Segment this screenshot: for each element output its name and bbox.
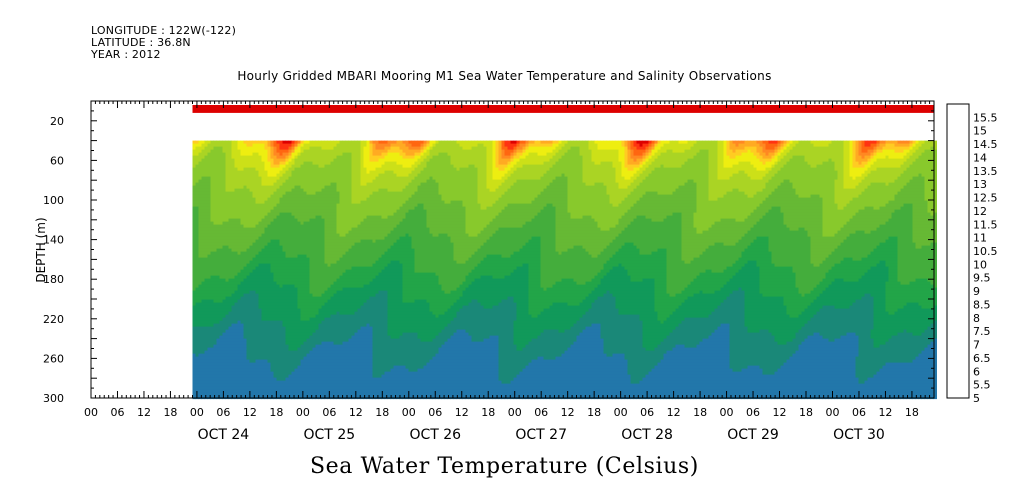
colorbar-legend: 55.566.577.588.599.51010.51111.51212.513… <box>946 103 998 405</box>
y-tick-label: 140 <box>43 234 64 247</box>
main-title: Sea Water Temperature (Celsius) <box>0 454 1009 479</box>
longitude-label: LONGITUDE : 122W(-122) <box>91 25 236 37</box>
plot-title: Hourly Gridded MBARI Mooring M1 Sea Wate… <box>0 69 1009 83</box>
colorbar-label: 13.5 <box>973 165 998 178</box>
x-hour-tick-label: 06 <box>428 406 442 419</box>
x-day-label: OCT 25 <box>304 427 356 443</box>
x-axis: 00 06 12 18 00 06 12 18 00 06 12 18 00 06 12 18 00 06 12 18… <box>84 101 935 443</box>
x-hour-tick-label: 06 <box>534 406 548 419</box>
colorbar-label: 6 <box>973 365 980 378</box>
x-hour-tick-label: 06 <box>852 406 866 419</box>
colorbar-label: 7.5 <box>973 325 991 338</box>
x-hour-tick-label: 18 <box>481 406 495 419</box>
y-tick-label: 220 <box>43 313 64 326</box>
colorbar-label: 11 <box>973 232 987 245</box>
x-hour-tick-label: 12 <box>878 406 892 419</box>
x-hour-tick-label: 12 <box>137 406 151 419</box>
colorbar-label: 5.5 <box>973 379 991 392</box>
colorbar-label: 12 <box>973 205 987 218</box>
x-day-label: OCT 29 <box>727 427 779 443</box>
colorbar-label: 15.5 <box>973 111 998 124</box>
y-axis: 20 60 100 140 180 220 260 300 <box>43 100 934 405</box>
colorbar-label: 11.5 <box>973 218 998 231</box>
colorbar-label: 9 <box>973 285 980 298</box>
x-hour-tick-label: 12 <box>349 406 363 419</box>
x-hour-tick-label: 00 <box>402 406 416 419</box>
colorbar-label: 10.5 <box>973 245 998 258</box>
colorbar-label: 14.5 <box>973 138 998 151</box>
plot-area <box>90 100 937 400</box>
colorbar-label: 13 <box>973 178 987 191</box>
y-tick-label: 260 <box>43 352 64 365</box>
colorbar-label: 10 <box>973 258 987 271</box>
colorbar-label: 8 <box>973 312 980 325</box>
x-hour-tick-label: 00 <box>84 406 98 419</box>
x-hour-tick-label: 00 <box>720 406 734 419</box>
y-tick-label: 60 <box>50 154 64 167</box>
colorbar-label: 7 <box>973 339 980 352</box>
colorbar-label: 6.5 <box>973 352 991 365</box>
x-hour-tick-label: 00 <box>190 406 204 419</box>
x-hour-tick-label: 06 <box>322 406 336 419</box>
x-hour-tick-label: 18 <box>269 406 283 419</box>
x-hour-tick-label: 06 <box>746 406 760 419</box>
x-hour-tick-label: 18 <box>587 406 601 419</box>
x-hour-tick-label: 12 <box>243 406 257 419</box>
x-day-label: OCT 28 <box>621 427 673 443</box>
y-tick-label: 100 <box>43 194 64 207</box>
colorbar-label: 15 <box>973 125 987 138</box>
x-hour-tick-label: 00 <box>508 406 522 419</box>
x-hour-tick-label: 06 <box>110 406 124 419</box>
latitude-label: LATITUDE : 36.8N <box>91 37 191 49</box>
x-hour-tick-label: 06 <box>640 406 654 419</box>
y-tick-label: 20 <box>50 115 64 128</box>
colorbar-label: 8.5 <box>973 298 991 311</box>
x-day-label: OCT 27 <box>515 427 567 443</box>
x-hour-tick-label: 18 <box>905 406 919 419</box>
colorbar-frame <box>946 103 970 399</box>
y-axis-title: DEPTH (m) <box>34 217 48 282</box>
x-hour-tick-label: 12 <box>773 406 787 419</box>
x-hour-tick-label: 18 <box>375 406 389 419</box>
x-hour-tick-label: 12 <box>561 406 575 419</box>
x-hour-tick-label: 18 <box>693 406 707 419</box>
x-hour-tick-label: 00 <box>614 406 628 419</box>
colorbar-label: 14 <box>973 151 987 164</box>
x-hour-tick-label: 06 <box>216 406 230 419</box>
x-hour-tick-label: 12 <box>455 406 469 419</box>
year-label: YEAR : 2012 <box>91 49 161 61</box>
x-hour-tick-label: 18 <box>799 406 813 419</box>
x-hour-tick-label: 18 <box>163 406 177 419</box>
colorbar-label: 5 <box>973 392 980 405</box>
x-hour-tick-label: 00 <box>296 406 310 419</box>
x-hour-tick-label: 00 <box>825 406 839 419</box>
x-day-label: OCT 26 <box>409 427 461 443</box>
y-tick-label: 180 <box>43 273 64 286</box>
colorbar-label: 9.5 <box>973 272 991 285</box>
surface-band <box>192 105 934 113</box>
x-hour-tick-label: 12 <box>667 406 681 419</box>
colorbar-label: 12.5 <box>973 192 998 205</box>
x-day-label: OCT 30 <box>833 427 885 443</box>
x-day-label: OCT 24 <box>198 427 250 443</box>
y-tick-label: 300 <box>43 392 64 405</box>
